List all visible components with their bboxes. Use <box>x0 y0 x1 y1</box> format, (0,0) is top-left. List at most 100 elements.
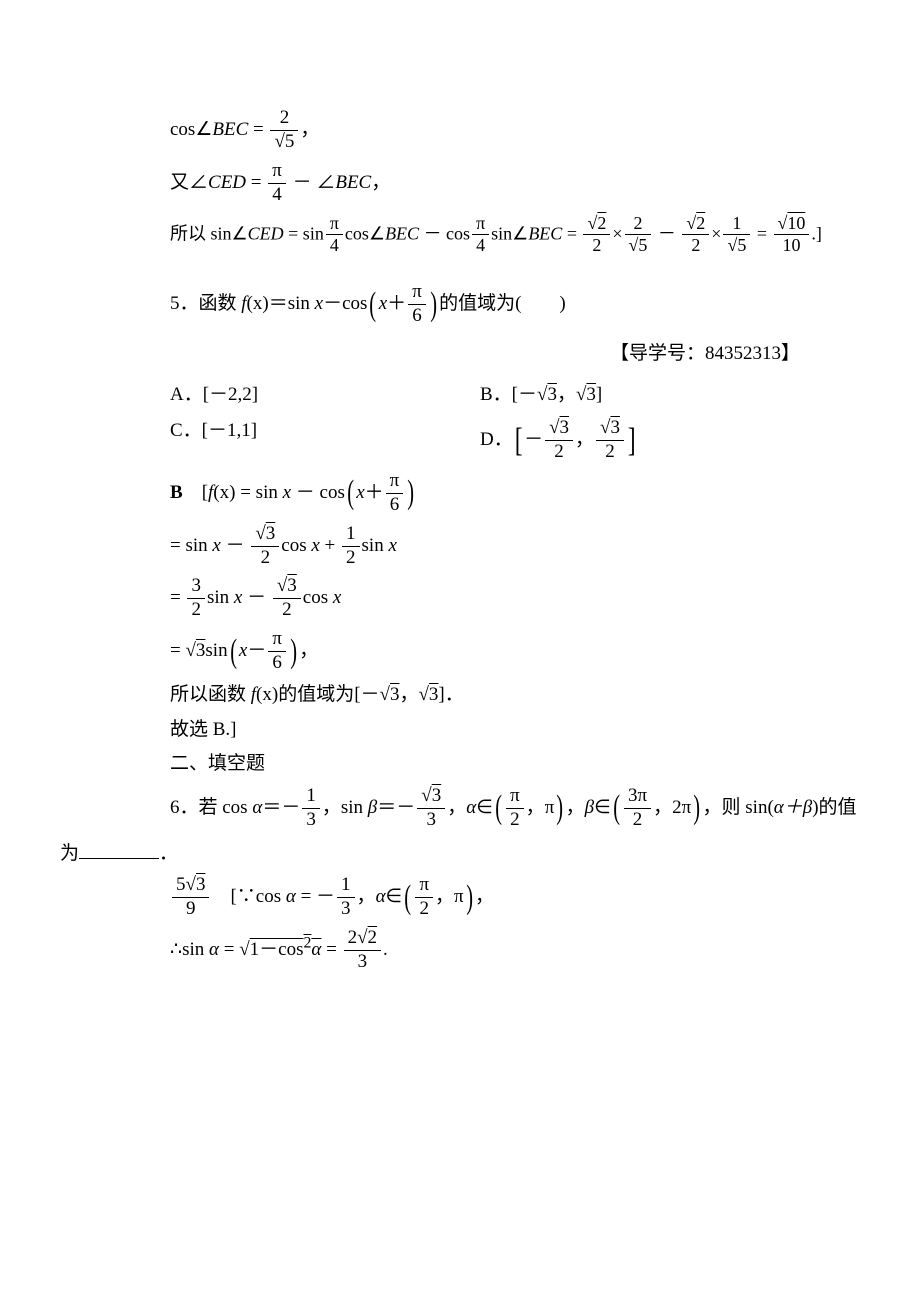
fraction: π6 <box>268 629 286 674</box>
text: ∈ <box>386 886 403 907</box>
text: ， <box>653 797 672 818</box>
var: CED <box>248 223 284 243</box>
sqrt: 3 <box>429 684 439 705</box>
text: = <box>752 223 771 243</box>
text: sin <box>205 640 227 661</box>
text: － <box>653 223 680 243</box>
fraction: √22 <box>682 214 709 257</box>
var: x <box>315 293 323 314</box>
fraction: 32 <box>187 576 205 621</box>
text: － <box>524 429 543 450</box>
var: α＋β <box>774 797 812 818</box>
text: ， <box>526 797 545 818</box>
text: ， <box>299 640 318 661</box>
text: × <box>612 223 622 243</box>
text: 所以函数 <box>170 684 251 705</box>
text: － <box>242 587 271 608</box>
text: 所以 sin∠ <box>170 223 248 243</box>
text: cos∠ <box>345 223 385 243</box>
intro-line-3: 所以 sin∠CED = sinπ4cos∠BEC － cosπ4sin∠BEC… <box>170 214 860 257</box>
fraction: 13 <box>302 786 320 831</box>
var: α <box>376 886 386 907</box>
text: (x) <box>213 482 235 503</box>
fraction: 1√5 <box>723 214 750 257</box>
sol6-line-2: ∴sin α = √1－cos2α = 2√23. <box>170 928 860 973</box>
var: x <box>356 482 364 503</box>
answer-letter: B <box>170 482 183 503</box>
text: － cos <box>419 223 470 243</box>
fraction: √33 <box>417 786 445 831</box>
fraction: 3π2 <box>624 786 651 831</box>
text: = <box>219 939 239 960</box>
sqrt: 3 <box>196 640 206 661</box>
fraction: √32 <box>273 576 301 621</box>
text: = <box>170 587 185 608</box>
text: π <box>545 797 555 818</box>
fraction: √32 <box>596 418 624 463</box>
text: ， <box>447 797 466 818</box>
q5-stem: 5．函数 f(x)＝sin x－cos(x＋π6)的值域为( ) <box>170 282 860 327</box>
q6-stem-line2: 为． <box>60 839 860 868</box>
text: ＝－ <box>262 797 300 818</box>
fraction: 2√5 <box>625 214 652 257</box>
text: π <box>454 886 464 907</box>
var: x <box>212 534 220 555</box>
var: β <box>368 797 377 818</box>
text: 2π <box>672 797 691 818</box>
sol5-line-1: B [f(x) = sin x － cos(x＋π6) <box>170 471 860 516</box>
sol5-line-6: 故选 B.] <box>170 717 860 744</box>
var-bec: BEC <box>335 172 371 193</box>
text: ， <box>575 429 594 450</box>
text: ，sin <box>322 797 368 818</box>
option-a: A．[－2,2] <box>170 382 480 409</box>
var: x <box>283 482 291 503</box>
text: D． <box>480 429 513 450</box>
text: 的值域为[－ <box>278 684 379 705</box>
text: ， <box>435 886 454 907</box>
text: 为 <box>60 843 79 864</box>
fraction: π2 <box>506 786 524 831</box>
text: ． <box>159 843 178 864</box>
fraction: √22 <box>583 214 610 257</box>
text: = <box>248 119 268 140</box>
text: [∵cos <box>211 886 285 907</box>
q5-options-row1: A．[－2,2] B．[－√3，√3] <box>170 382 860 409</box>
fraction: √32 <box>251 524 279 569</box>
fraction: π4 <box>326 214 343 257</box>
text: . <box>383 939 388 960</box>
text: ， <box>557 384 576 405</box>
text: ， <box>475 886 494 907</box>
fraction: π6 <box>408 282 426 327</box>
text: + <box>320 534 340 555</box>
text: = <box>562 223 581 243</box>
sol5-line-2: = sin x － √32cos x + 12sin x <box>170 524 860 569</box>
fraction: 12 <box>342 524 360 569</box>
text: [ <box>183 482 208 503</box>
text: = － <box>296 886 335 907</box>
text: = sin <box>170 534 212 555</box>
sqrt: 3 <box>586 384 596 405</box>
text: ∈ <box>476 797 493 818</box>
text: 5．函数 <box>170 293 241 314</box>
var: x <box>311 534 319 555</box>
fraction: 2√5 <box>270 108 298 153</box>
fraction: √1010 <box>774 214 810 257</box>
text: ， <box>399 684 418 705</box>
text: ＝sin <box>269 293 315 314</box>
text: = sin <box>235 482 282 503</box>
text: = <box>321 939 341 960</box>
text: ∴sin <box>170 939 209 960</box>
text: (x) <box>247 293 269 314</box>
text: ， <box>371 172 390 193</box>
var: x <box>388 534 396 555</box>
text: B．[－ <box>480 384 537 405</box>
text: )的值 <box>812 797 856 818</box>
var: α <box>252 797 262 818</box>
text: ， <box>300 119 319 140</box>
fraction: π2 <box>415 875 433 920</box>
text: ∈ <box>594 797 611 818</box>
intro-line-2: 又∠CED = π4 － ∠BEC， <box>170 161 860 206</box>
fraction: 2√23 <box>344 928 381 973</box>
text: 的值域为( ) <box>439 293 566 314</box>
sol5-line-5: 所以函数 f(x)的值域为[－√3，√3]． <box>170 682 860 709</box>
